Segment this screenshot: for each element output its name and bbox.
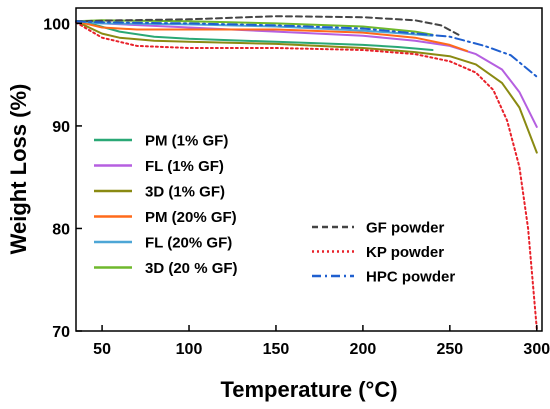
series-line-gf-powder (75, 15, 460, 36)
series-line-3d-1-gf (75, 20, 538, 154)
x-tick-label: 50 (93, 341, 111, 358)
x-tick-label: 300 (523, 341, 550, 358)
x-tick-label: 150 (263, 341, 290, 358)
y-tick-label: 80 (52, 221, 70, 238)
x-axis: 50 100 150 200 250 300 (93, 325, 550, 358)
legend-right: GF powder KP powder HPC powder (312, 220, 455, 286)
x-tick-label: 250 (436, 341, 463, 358)
legend-label-fl-20-gf: FL (20% GF) (145, 235, 232, 252)
series-line-fl-1-gf (75, 20, 538, 128)
y-tick-label: 100 (43, 16, 70, 33)
x-tick-label: 100 (176, 341, 203, 358)
legend-left: PM (1% GF) FL (1% GF) 3D (1% GF) PM (20% GF… (94, 133, 238, 277)
legend-label-pm-20-gf: PM (20% GF) (145, 209, 237, 226)
legend-label-3d-20-gf: 3D (20 % GF) (145, 260, 238, 277)
y-tick-label: 90 (52, 119, 70, 136)
x-tick-label: 200 (350, 341, 377, 358)
y-tick-label: 70 (52, 324, 70, 341)
legend-label-hpc-powder: HPC powder (366, 269, 455, 286)
legend-label-pm-1-gf: PM (1% GF) (145, 133, 228, 150)
y-axis: 70 80 90 100 (43, 16, 82, 341)
x-axis-title: Temperature (°C) (220, 377, 397, 402)
legend-label-fl-1-gf: FL (1% GF) (145, 158, 224, 175)
series-line-hpc-powder (75, 20, 538, 78)
legend-label-kp-powder: KP powder (366, 244, 444, 261)
series-line-kp-powder (75, 21, 538, 330)
legend-label-gf-powder: GF powder (366, 220, 444, 237)
legend-label-3d-1-gf: 3D (1% GF) (145, 184, 225, 201)
y-axis-title: Weight Loss (%) (6, 84, 31, 255)
plot-frame (75, 7, 543, 332)
plot-lines (75, 15, 538, 330)
series-line-pm-20-gf (75, 20, 469, 53)
